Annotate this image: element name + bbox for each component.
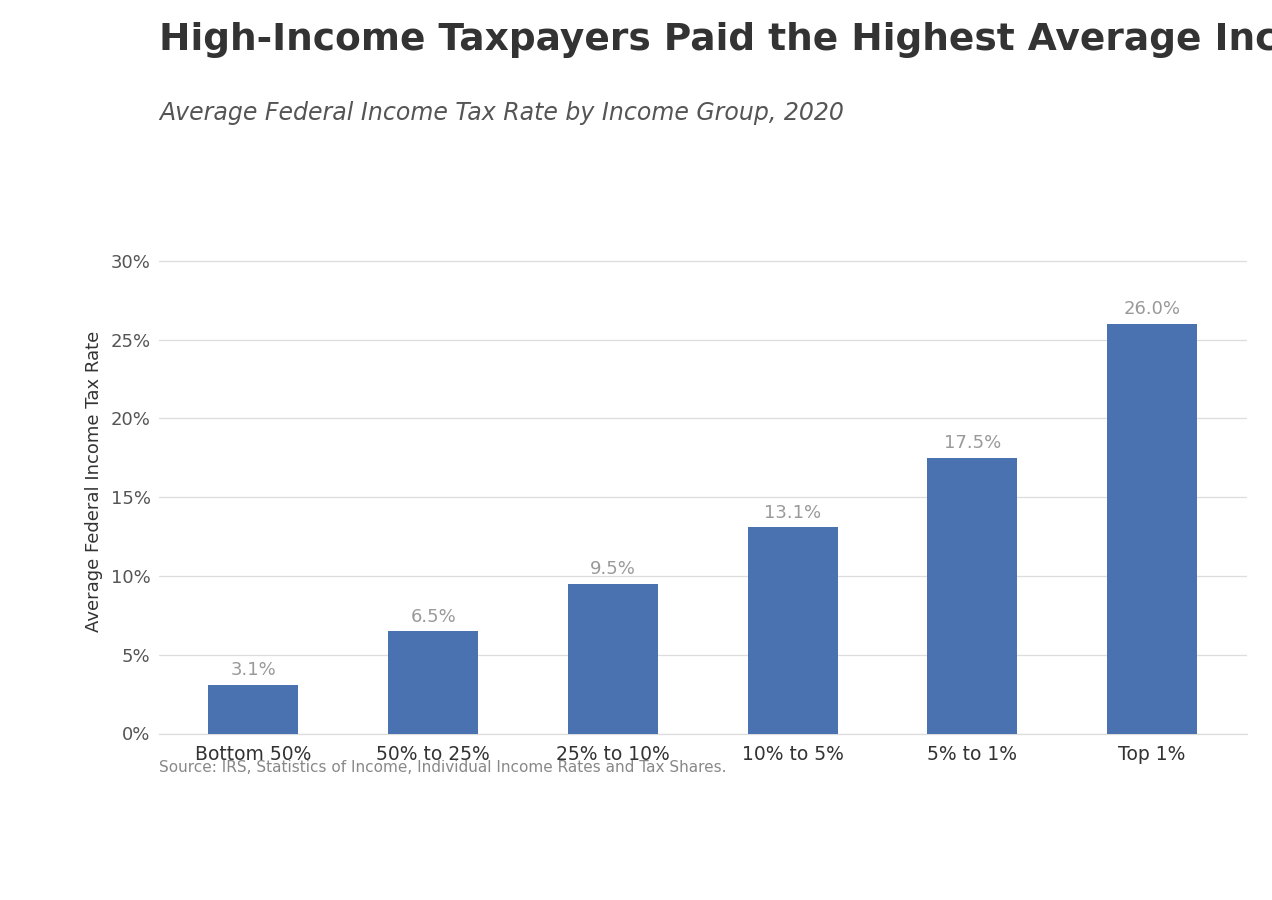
Text: 26.0%: 26.0%: [1123, 301, 1180, 319]
Text: 9.5%: 9.5%: [590, 561, 636, 579]
Bar: [569, 584, 658, 734]
Text: @TaxFoundation: @TaxFoundation: [1072, 858, 1244, 878]
Bar: [1107, 324, 1197, 734]
Text: 13.1%: 13.1%: [764, 504, 822, 522]
Text: 3.1%: 3.1%: [230, 662, 276, 680]
Bar: [927, 458, 1018, 734]
Text: 6.5%: 6.5%: [411, 608, 457, 625]
Bar: [209, 685, 299, 733]
Text: Source: IRS, Statistics of Income, Individual Income Rates and Tax Shares.: Source: IRS, Statistics of Income, Indiv…: [159, 760, 726, 776]
Bar: [388, 631, 478, 734]
Y-axis label: Average Federal Income Tax Rate: Average Federal Income Tax Rate: [85, 331, 103, 632]
Text: TAX FOUNDATION: TAX FOUNDATION: [28, 858, 235, 878]
Text: High-Income Taxpayers Paid the Highest Average Income Tax Rates: High-Income Taxpayers Paid the Highest A…: [159, 22, 1272, 58]
Bar: [748, 527, 837, 734]
Text: 17.5%: 17.5%: [944, 435, 1001, 453]
Text: Average Federal Income Tax Rate by Income Group, 2020: Average Federal Income Tax Rate by Incom…: [159, 101, 843, 125]
